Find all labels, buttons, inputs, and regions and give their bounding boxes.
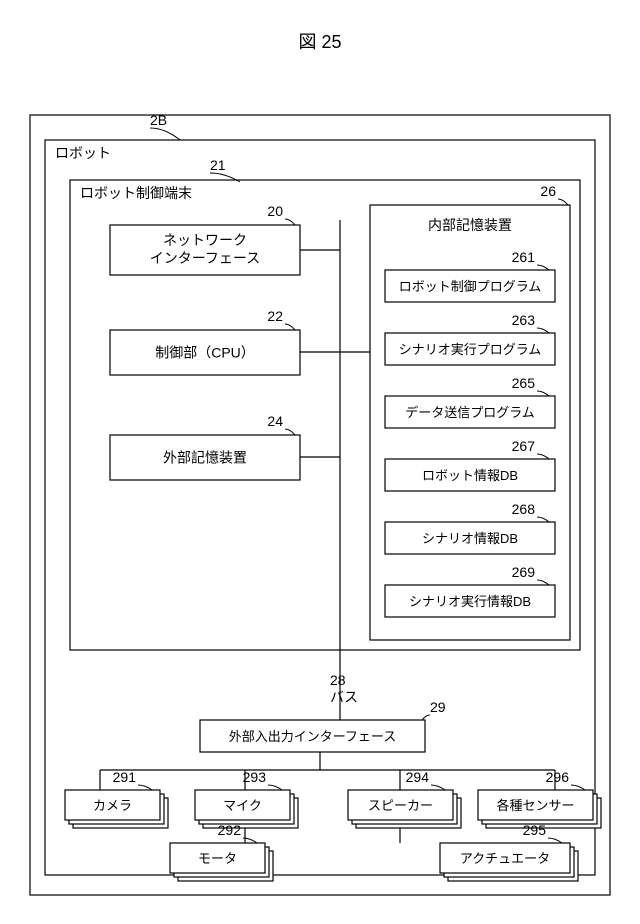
svg-text:外部入出力インターフェース: 外部入出力インターフェース [229, 729, 397, 744]
memory-item: シナリオ情報DB [385, 522, 555, 554]
svg-text:ネットワーク: ネットワーク [163, 232, 247, 248]
svg-text:シナリオ実行プログラム: シナリオ実行プログラム [399, 342, 542, 357]
ext-io-interface: 外部入出力インターフェース [200, 720, 425, 752]
block-net-if: ネットワークインターフェース [110, 225, 340, 275]
svg-text:各種センサー: 各種センサー [496, 798, 574, 813]
svg-text:データ送信プログラム: データ送信プログラム [405, 405, 535, 420]
svg-text:26: 26 [540, 183, 556, 199]
svg-text:マイク: マイク [223, 798, 262, 813]
peripheral-294: スピーカー [348, 790, 461, 828]
svg-text:28: 28 [330, 672, 346, 688]
svg-text:モータ: モータ [198, 851, 237, 866]
figure-title: 図 25 [298, 32, 341, 52]
terminal-frame-label: ロボット制御端末 [80, 185, 192, 201]
internal-memory-frame: 内部記憶装置ロボット制御プログラムシナリオ実行プログラムデータ送信プログラムロボ… [340, 205, 570, 640]
svg-text:アクチュエータ: アクチュエータ [460, 851, 550, 866]
block-ext-mem: 外部記憶装置 [110, 435, 340, 480]
svg-text:268: 268 [512, 501, 536, 517]
peripheral-293: マイク [195, 790, 298, 828]
svg-text:ロボット制御プログラム: ロボット制御プログラム [399, 279, 542, 294]
svg-text:シナリオ実行情報DB: シナリオ実行情報DB [409, 594, 531, 609]
svg-text:296: 296 [546, 769, 570, 785]
svg-text:カメラ: カメラ [93, 798, 132, 813]
svg-text:バス: バス [330, 689, 358, 705]
svg-text:外部記憶装置: 外部記憶装置 [163, 450, 247, 466]
svg-text:制御部（CPU）: 制御部（CPU） [155, 345, 255, 361]
svg-text:29: 29 [430, 699, 446, 715]
svg-text:294: 294 [406, 769, 430, 785]
memory-item: ロボット制御プログラム [385, 270, 555, 302]
svg-text:内部記憶装置: 内部記憶装置 [428, 217, 512, 233]
memory-item: シナリオ実行プログラム [385, 333, 555, 365]
svg-text:シナリオ情報DB: シナリオ情報DB [422, 531, 518, 546]
svg-text:20: 20 [267, 203, 283, 219]
svg-text:295: 295 [523, 822, 547, 838]
svg-text:265: 265 [512, 375, 536, 391]
svg-text:292: 292 [218, 822, 242, 838]
svg-text:スピーカー: スピーカー [368, 798, 433, 813]
svg-text:24: 24 [267, 413, 283, 429]
svg-text:261: 261 [512, 249, 536, 265]
svg-text:291: 291 [113, 769, 137, 785]
peripheral-295: アクチュエータ [440, 843, 578, 881]
svg-text:2B: 2B [150, 112, 167, 128]
block-cpu: 制御部（CPU） [110, 330, 340, 375]
svg-text:22: 22 [267, 308, 283, 324]
svg-text:21: 21 [210, 157, 226, 173]
svg-text:インターフェース: インターフェース [150, 250, 260, 266]
memory-item: シナリオ実行情報DB [385, 585, 555, 617]
peripheral-292: モータ [170, 843, 273, 881]
memory-item: ロボット情報DB [385, 459, 555, 491]
memory-item: データ送信プログラム [385, 396, 555, 428]
svg-text:ロボット情報DB: ロボット情報DB [422, 468, 518, 483]
svg-text:269: 269 [512, 564, 536, 580]
robot-frame-label: ロボット [55, 145, 111, 161]
svg-text:267: 267 [512, 438, 536, 454]
svg-text:263: 263 [512, 312, 536, 328]
peripheral-291: カメラ [65, 790, 168, 828]
svg-text:293: 293 [243, 769, 267, 785]
